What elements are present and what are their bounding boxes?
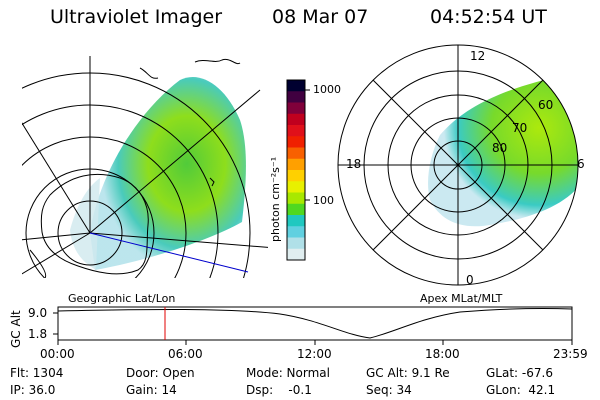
colorbar-band xyxy=(287,102,305,115)
colorbar-band xyxy=(287,203,305,216)
colorbar-band xyxy=(287,158,305,171)
date-label: 08 Mar 07 xyxy=(272,6,369,28)
colorbar-band xyxy=(287,147,305,160)
colorbar-band xyxy=(287,113,305,126)
altitude-tick-9: 9.0 xyxy=(28,306,47,320)
dsp-value: Dsp: -0.1 xyxy=(246,383,312,397)
colorbar-tick-100: 100 xyxy=(313,194,334,207)
mlt-label-18: 18 xyxy=(346,157,361,171)
right-projection-label: Apex MLat/MLT xyxy=(420,292,503,305)
altitude-axis-label: GC Alt xyxy=(9,310,23,348)
colorbar-band xyxy=(287,226,305,238)
instrument-title: Ultraviolet Imager xyxy=(50,6,223,28)
gain-value: Gain: 14 xyxy=(126,383,177,397)
time-tick-0600: 06:00 xyxy=(168,347,203,361)
colorbar-band xyxy=(287,170,305,182)
left-projection-label: Geographic Lat/Lon xyxy=(68,292,175,305)
colorbar-band xyxy=(287,248,305,261)
door-status: Door: Open xyxy=(126,366,195,380)
mlt-label-0: 0 xyxy=(466,273,474,287)
mode-value: Mode: Normal xyxy=(246,366,330,380)
aurora-region xyxy=(90,76,246,271)
colorbar-band xyxy=(287,125,305,137)
flight-number: Flt: 1304 xyxy=(10,366,64,380)
colorbar-unit-label: photon cm⁻²s⁻¹ xyxy=(269,157,282,242)
coastline xyxy=(29,58,241,278)
geographic-longitude: GLon: 42.1 xyxy=(486,383,556,397)
sequence-number: Seq: 34 xyxy=(366,383,412,397)
altitude-tick-1-8: 1.8 xyxy=(28,327,47,341)
colorbar-band xyxy=(287,80,305,92)
colorbar-band xyxy=(287,181,305,193)
time-label: 04:52:54 UT xyxy=(430,6,547,28)
ip-value: IP: 36.0 xyxy=(10,383,56,397)
aurora-region-mag xyxy=(428,75,578,227)
gc-altitude: GC Alt: 9.1 Re xyxy=(366,366,450,380)
colorbar-band xyxy=(287,192,305,205)
mlt-label-6: 6 xyxy=(577,157,585,171)
mlt-label-12: 12 xyxy=(470,49,485,63)
mlat-label-70: 70 xyxy=(512,121,527,135)
geographic-latitude: GLat: -67.6 xyxy=(486,366,553,380)
time-tick-2359: 23:59 xyxy=(553,347,588,361)
time-tick-0000: 00:00 xyxy=(40,347,75,361)
orbit-track xyxy=(89,232,249,273)
colorbar-band xyxy=(287,136,305,148)
colorbar-tick-1000: 1000 xyxy=(313,83,341,96)
colorbar-band xyxy=(287,215,305,227)
mlat-label-60: 60 xyxy=(538,98,553,112)
time-tick-1800: 18:00 xyxy=(425,347,460,361)
altitude-curve xyxy=(57,307,573,339)
mlat-label-80: 80 xyxy=(492,141,507,155)
time-tick-1200: 12:00 xyxy=(297,347,332,361)
colorbar-band xyxy=(287,91,305,103)
colorbar-band xyxy=(287,237,305,250)
